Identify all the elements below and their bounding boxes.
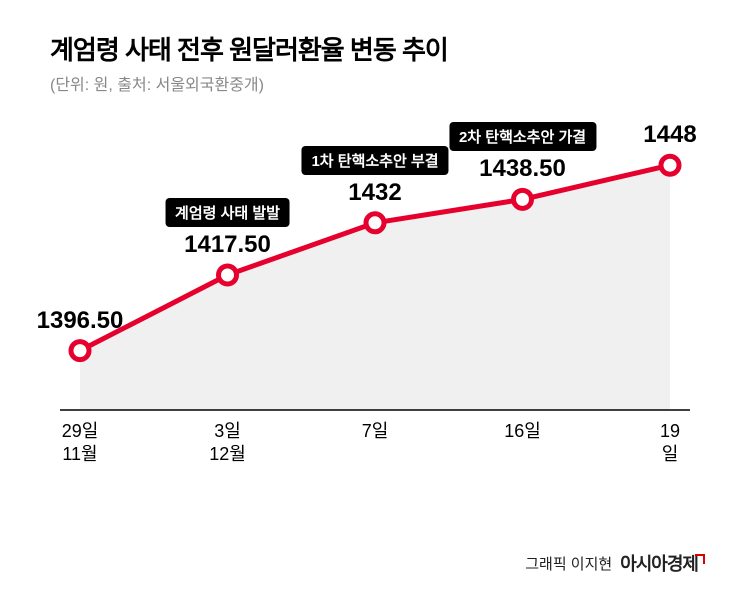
value-label: 1417.50 (184, 231, 271, 259)
event-label: 계엄령 사태 발발 (165, 198, 290, 227)
chart-subtitle: (단위: 원, 출처: 서울외국환중개) (50, 71, 705, 95)
event-label: 2차 탄핵소추안 가결 (449, 122, 596, 151)
brand-logo: 아시아경제 (620, 550, 705, 576)
event-label: 1차 탄핵소추안 부결 (301, 146, 448, 175)
page-title: 계엄령 사태 전후 원달러환율 변동 추이 (50, 30, 705, 67)
brand-mark-icon (695, 554, 705, 564)
x-axis-tick: 29일11월 (62, 420, 99, 467)
x-axis-tick: 19일 (660, 420, 680, 467)
value-label: 1396.50 (37, 307, 124, 335)
line-chart: 1396.5029일11월1417.50계엄령 사태 발발3일12월14321차… (50, 100, 690, 480)
x-axis-tick: 16일 (504, 420, 541, 443)
x-axis-tick: 7일 (362, 420, 389, 443)
value-label: 1438.50 (479, 155, 566, 183)
value-label: 1448 (643, 121, 696, 149)
value-label: 1432 (348, 179, 401, 207)
x-axis-tick: 3일12월 (209, 420, 246, 467)
credit-line: 그래픽 이지현 아시아경제 (525, 550, 705, 576)
credit-author: 그래픽 이지현 (525, 553, 612, 574)
